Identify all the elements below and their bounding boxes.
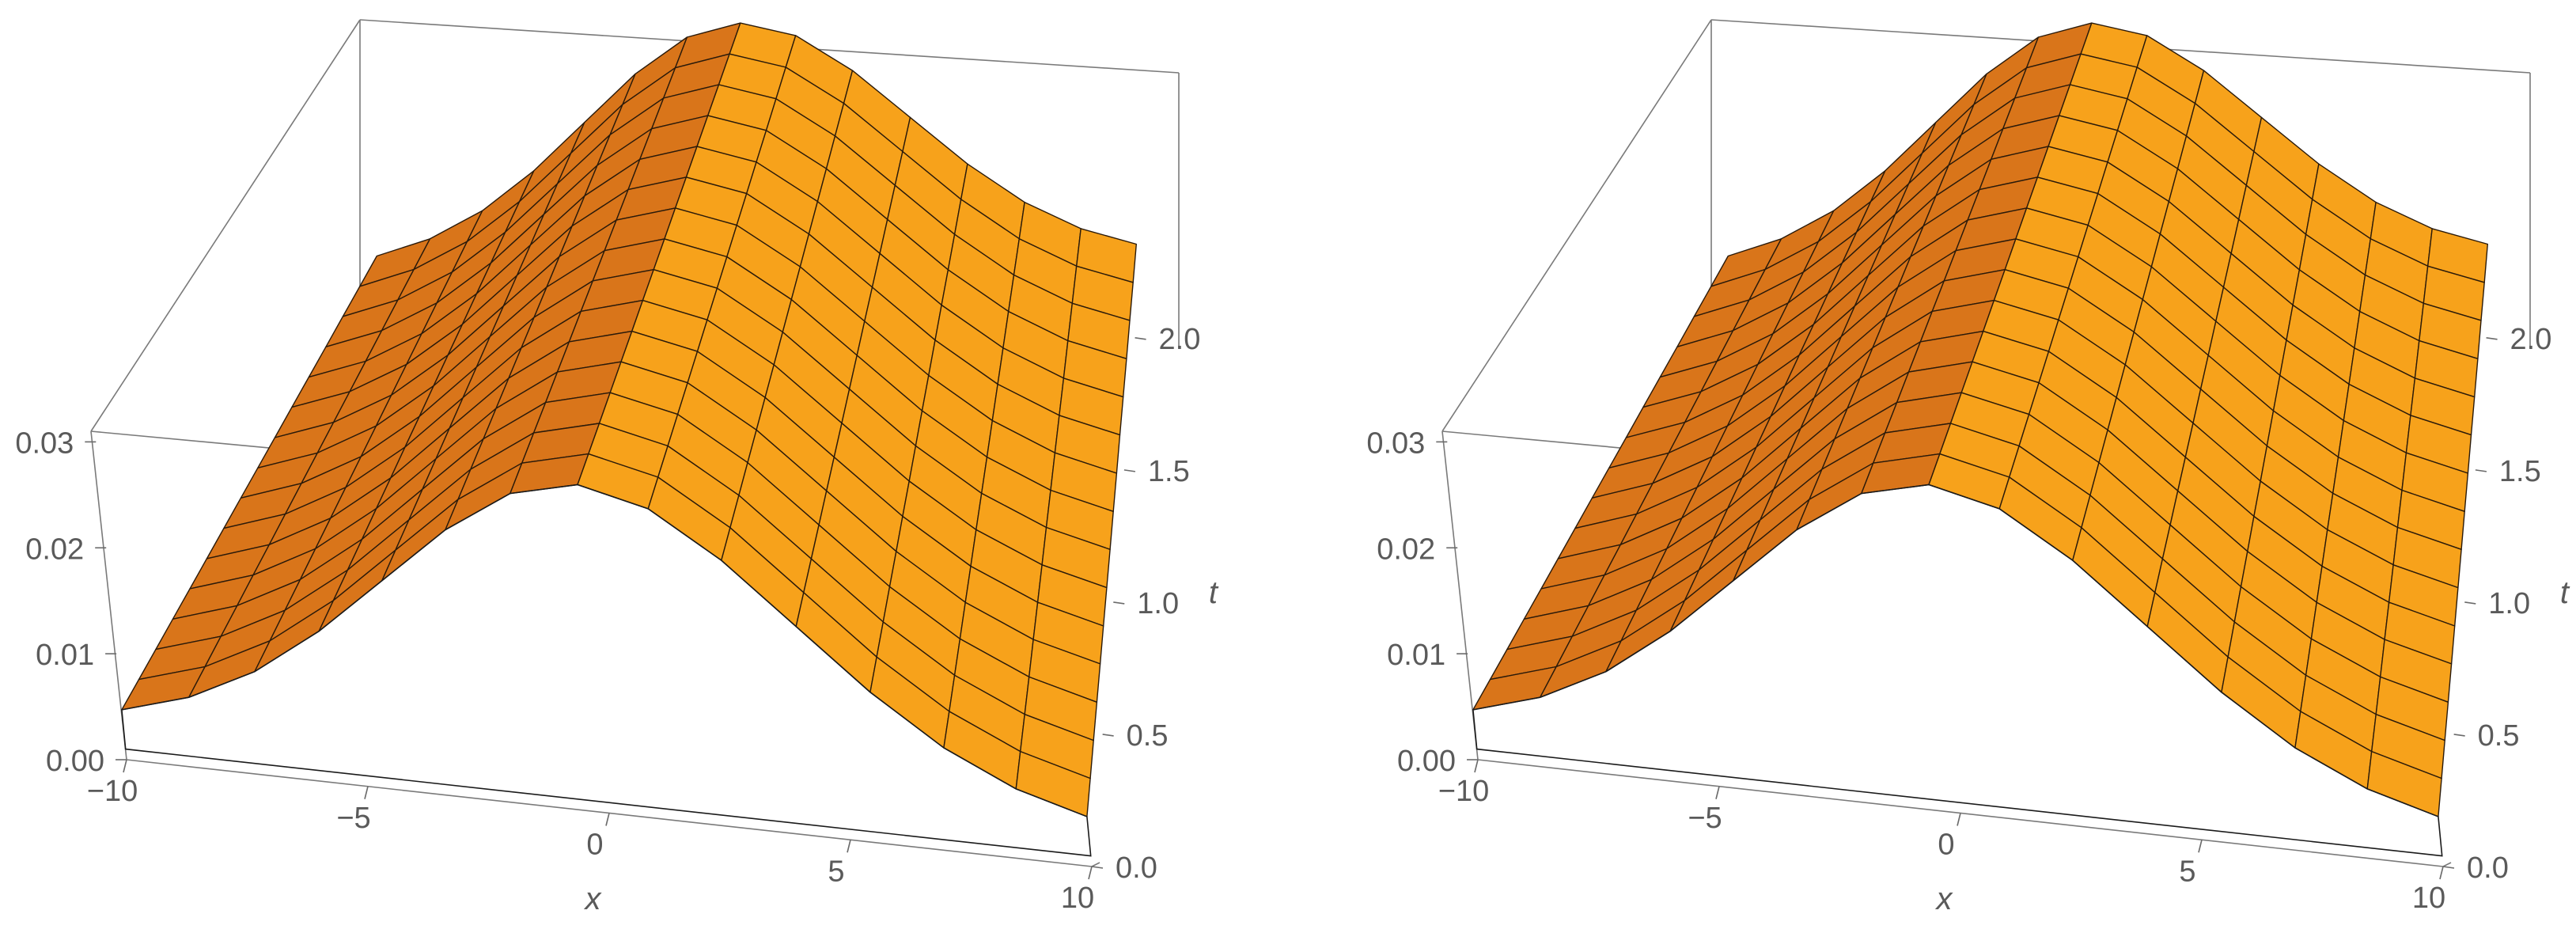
x-tick	[364, 786, 369, 799]
x-tick	[1474, 759, 1479, 773]
x-tick-label: −5	[336, 802, 370, 835]
axes: −10 −5 0 5 10 x 0.0 0.5 1.0 1.5 2.0 t 0.00 0.01 0.02 0.…	[1366, 323, 2570, 916]
surface-front-edge	[121, 484, 1092, 857]
x-tick-label: −10	[1438, 775, 1489, 808]
y-tick	[1123, 469, 1136, 472]
x-tick	[123, 759, 127, 773]
x-tick	[605, 813, 610, 826]
plot-panel-1: −10 −5 0 5 10 x 0.0 0.5 1.0 1.5 2.0 t 0.00 0.01 0.02 0.…	[15, 19, 1219, 916]
y-tick	[2453, 734, 2465, 737]
y-tick-label: 2.0	[2510, 323, 2552, 356]
y-tick-label: 1.5	[1148, 455, 1190, 488]
z-tick-label: 0.00	[1397, 745, 1456, 778]
z-tick-label: 0.03	[15, 427, 74, 460]
y-tick	[1102, 734, 1114, 737]
y-tick-label: 1.0	[2488, 587, 2530, 620]
z-tick-label: 0.01	[36, 639, 94, 672]
x-tick-label: −5	[1688, 802, 1722, 835]
x-tick-label: −10	[87, 775, 138, 808]
box-edge	[1441, 19, 1712, 432]
x-tick-label: 5	[2179, 855, 2195, 888]
y-tick-label: 0.0	[1116, 851, 1157, 885]
y-tick	[2475, 469, 2487, 472]
y-tick-label: 0.5	[2478, 719, 2520, 753]
x-tick	[1715, 786, 1720, 799]
z-tick-label: 0.01	[1387, 639, 1445, 672]
y-tick	[1113, 601, 1125, 605]
surface	[121, 22, 1138, 857]
x-tick-label: 10	[2412, 882, 2445, 915]
y-tick	[2442, 866, 2455, 869]
y-tick-label: 1.0	[1137, 587, 1179, 620]
y-tick-label: 1.5	[2499, 455, 2541, 488]
x-tick-label: 0	[586, 829, 603, 862]
box-edge	[90, 19, 361, 432]
z-tick-label: 0.02	[1377, 533, 1435, 566]
x-tick	[1957, 813, 1961, 826]
axes: −10 −5 0 5 10 x 0.0 0.5 1.0 1.5 2.0 t 0.00 0.01 0.02 0.…	[15, 323, 1218, 916]
box-edge	[90, 430, 127, 760]
x-axis-label: x	[584, 882, 603, 916]
y-tick	[2486, 337, 2498, 340]
y-axis-label: t	[1209, 575, 1219, 610]
y-tick	[2464, 601, 2476, 605]
x-tick	[847, 840, 851, 853]
box-edge	[2442, 862, 2452, 867]
y-tick	[1091, 866, 1104, 869]
x-axis-label: x	[1935, 882, 1954, 916]
z-tick-label: 0.02	[25, 533, 84, 566]
y-tick-label: 0.0	[2467, 851, 2509, 885]
x-tick	[2439, 866, 2444, 880]
y-tick-label: 0.5	[1127, 719, 1169, 753]
z-tick-label: 0.03	[1366, 427, 1425, 460]
x-tick-label: 10	[1061, 882, 1094, 915]
box-edge	[1441, 430, 1479, 760]
box-edge	[1091, 862, 1100, 867]
surface	[1472, 22, 2489, 857]
x-tick-label: 5	[828, 855, 844, 888]
y-axis-label: t	[2560, 575, 2570, 610]
y-tick-label: 2.0	[1159, 323, 1201, 356]
plot-panel-2: −10 −5 0 5 10 x 0.0 0.5 1.0 1.5 2.0 t 0.00 0.01 0.02 0.…	[1366, 19, 2570, 916]
z-tick-label: 0.00	[46, 745, 104, 778]
x-tick	[2198, 840, 2203, 853]
surface-front-edge	[1472, 484, 2443, 857]
y-tick	[1135, 337, 1146, 340]
x-tick-label: 0	[1938, 829, 1954, 862]
x-tick	[1088, 866, 1093, 880]
